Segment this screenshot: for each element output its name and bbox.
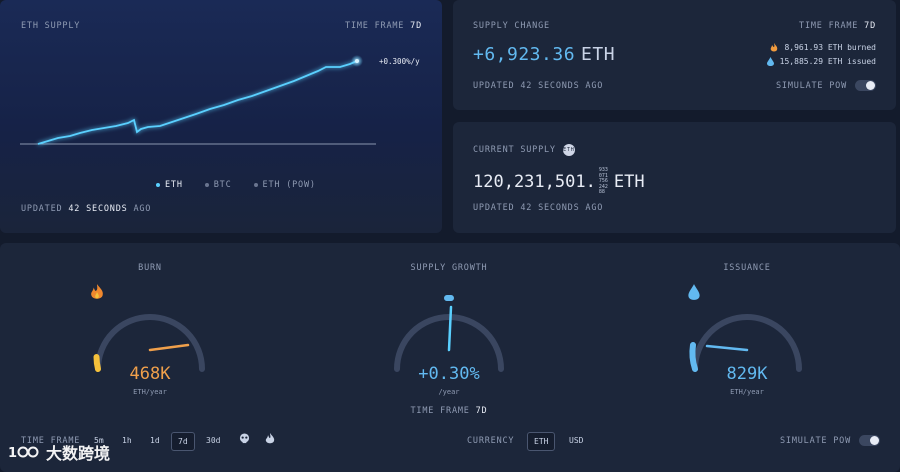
growth-needle [447,305,453,352]
current-supply-title: CURRENT SUPPLY ETH [473,144,575,156]
watermark-text: 大数跨境 [46,444,111,463]
burned-row: 8,961.93 ETH burned [767,43,876,52]
supply-change-title: SUPPLY CHANGE [473,21,550,31]
svg-text:1: 1 [8,446,17,461]
supply-decimals: 933 071 756 242 88 [598,167,608,196]
simulate-pow-toggle-bottom[interactable] [859,435,880,446]
supply-change-stats: 8,961.93 ETH burned 15,885.29 ETH issued [766,43,876,71]
chart-updated: UPDATED 42 SECONDS AGO [21,204,152,214]
issuance-value: 829K [726,364,768,384]
burn-needle [148,343,190,352]
gauges-card: BURN 468K ETH/year SUPPLY GROWTH +0.30% … [0,243,900,472]
issuance-dial [689,314,802,372]
supply-decimal-row: 756 [598,178,608,184]
burn-dial [93,314,205,372]
rate-label: +0.300%/y [379,57,420,66]
supply-change-value: +6,923.36 ETH [473,44,616,65]
currency-eth[interactable]: ETH [527,432,556,451]
droplet-icon [766,57,774,66]
issuance-needle [705,344,749,352]
issued-row: 15,885.29 ETH issued [766,57,876,66]
burn-title: BURN [138,263,162,273]
supply-decimal-row: 88 [598,189,605,195]
legend-eth[interactable]: ETH [156,180,183,190]
issuance-title: ISSUANCE [723,263,771,273]
eth-supply-chart: +0.300%/y [20,55,420,145]
fire-icon [91,284,103,299]
chart-title: ETH SUPPLY [21,21,81,31]
skull-icon[interactable] [239,433,250,444]
supply-change-updated: UPDATED 42 SECONDS AGO [473,81,604,91]
legend-btc[interactable]: BTC [204,180,232,190]
current-supply-card: CURRENT SUPPLY ETH 120,231,501. 933 071 75… [453,122,896,233]
droplet-icon [688,284,700,300]
supply-decimal-row: 071 [598,172,608,179]
timeframe-5m[interactable]: 5m [94,436,104,445]
bottom-controls: TIME FRAME 5m 1h 1d 7d 30d CURRENCY ETH … [0,432,900,453]
fire-icon [771,43,778,52]
logo-icon: 1 [8,446,39,461]
eth-supply-card: +0.300%/y ETH SUPPLY TIME FRAME 7d ETH B… [0,0,442,233]
timeframe-7d[interactable]: 7d [171,432,195,451]
supply-change-timeframe: TIME FRAME 7d [799,21,876,31]
growth-dial [394,294,504,372]
eth-series-line [37,60,358,145]
chart-timeframe: TIME FRAME 7d [345,21,422,31]
timeframe-30d[interactable]: 30d [206,436,221,445]
fire-icon[interactable] [265,433,275,444]
supply-decimal-row: 242 [598,183,608,190]
growth-timeframe: TIME FRAME 7d [410,406,488,416]
series-end-point [355,59,359,63]
bottom-timeframe-label: TIME FRAME [21,436,81,446]
timeframe-1h[interactable]: 1h [122,436,132,445]
chart-legend: ETH BTC ETH (PoW) [156,180,316,190]
burn-unit: ETH/year [133,388,167,396]
supply-decimal-row: 933 [598,167,608,173]
currency-usd[interactable]: USD [569,436,584,445]
current-supply-value: 120,231,501. 933 071 756 242 88 ETH [473,167,645,196]
watermark: 1 大数跨境 [8,440,110,464]
simulate-pow-top[interactable]: SIMULATE PoW [776,80,876,91]
simulate-pow-toggle[interactable] [855,80,876,91]
growth-unit: /year [438,388,460,396]
eth-badge-icon: ETH [562,144,575,156]
growth-title: SUPPLY GROWTH [410,263,488,273]
current-supply-updated: UPDATED 42 SECONDS AGO [473,203,604,213]
growth-value: +0.30% [418,364,480,384]
simulate-pow-bottom[interactable]: SIMULATE PoW [780,435,880,446]
supply-change-card: SUPPLY CHANGE TIME FRAME 7d +6,923.36 ETH… [453,0,896,110]
burn-value: 468K [129,364,171,384]
legend-eth-pow[interactable]: ETH (PoW) [253,180,316,190]
timeframe-1d[interactable]: 1d [150,436,160,445]
issuance-unit: ETH/year [730,388,764,396]
currency-label: CURRENCY [467,436,515,446]
